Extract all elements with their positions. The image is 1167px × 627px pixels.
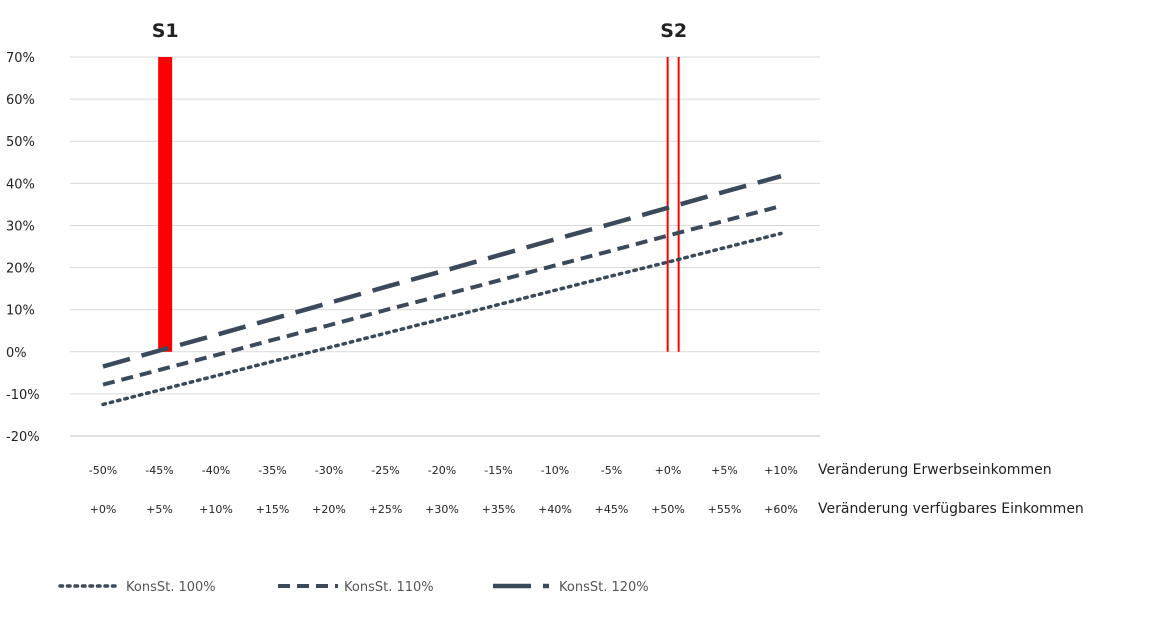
- x-tick-label-erwerb: -15%: [484, 464, 512, 477]
- x-tick-label-erwerb: -50%: [89, 464, 117, 477]
- legend-label: KonsSt. 110%: [344, 580, 434, 595]
- x-tick-label-verfuegbar: +35%: [482, 503, 516, 516]
- x-tick-label-erwerb: -35%: [258, 464, 286, 477]
- x-tick-label-verfuegbar: +40%: [538, 503, 572, 516]
- x-tick-label-verfuegbar: +60%: [764, 503, 798, 516]
- y-tick-label: -10%: [6, 388, 40, 403]
- y-tick-label: 30%: [6, 219, 35, 234]
- x-tick-label-verfuegbar: +30%: [425, 503, 459, 516]
- x-tick-label-erwerb: +10%: [764, 464, 798, 477]
- x-tick-label-verfuegbar: +25%: [369, 503, 403, 516]
- y-tick-label: 70%: [6, 51, 35, 66]
- x-tick-label-verfuegbar: +10%: [199, 503, 233, 516]
- x-tick-label-erwerb: -10%: [541, 464, 569, 477]
- scenario-marker-bar: [158, 57, 173, 352]
- y-axis-ticks: 70% 60% 50% 40% 30% 20% 10% 0% -10% -20%: [6, 51, 40, 445]
- x-axis-ticks: -50% -45% -40% -35% -30% -25% -20% -15% -10% -5% +…: [89, 464, 798, 516]
- x-tick-label-verfuegbar: +5%: [146, 503, 173, 516]
- series-layer: [101, 174, 783, 407]
- scenario-marker-label: S2: [660, 20, 687, 42]
- y-tick-label: 50%: [6, 135, 35, 150]
- x-tick-label-erwerb: -45%: [145, 464, 173, 477]
- legend-label: KonsSt. 120%: [559, 580, 649, 595]
- x-tick-label-verfuegbar: +20%: [312, 503, 346, 516]
- y-tick-label: 20%: [6, 262, 35, 277]
- y-tick-label: 60%: [6, 93, 35, 108]
- y-tick-label: 0%: [6, 346, 27, 361]
- x-tick-label-erwerb: -40%: [202, 464, 230, 477]
- x-tick-label-verfuegbar: +15%: [256, 503, 290, 516]
- x-tick-label-erwerb: -5%: [601, 464, 622, 477]
- x-tick-label-verfuegbar: +55%: [708, 503, 742, 516]
- x-tick-label-verfuegbar: +50%: [651, 503, 685, 516]
- x-tick-label-verfuegbar: +45%: [595, 503, 629, 516]
- x-tick-label-erwerb: +5%: [711, 464, 738, 477]
- x-tick-label-erwerb: -20%: [428, 464, 456, 477]
- scenario-marker-label: S1: [152, 20, 179, 42]
- x-tick-label-erwerb: -25%: [371, 464, 399, 477]
- scenario-markers: S1 S2: [152, 20, 687, 352]
- x-axis-label-erwerbseinkommen: Veränderung Erwerbseinkommen: [818, 462, 1052, 478]
- series-line: [101, 231, 783, 407]
- x-axis-label-verfuegbares-einkommen: Veränderung verfügbares Einkommen: [818, 501, 1084, 517]
- grid-layer: [70, 56, 820, 437]
- legend: KonsSt. 100% KonsSt. 110% KonsSt. 120%: [58, 580, 649, 595]
- series-line: [102, 204, 782, 387]
- x-tick-label-verfuegbar: +0%: [90, 503, 117, 516]
- y-tick-label: 10%: [6, 304, 35, 319]
- series-line: [102, 174, 782, 369]
- y-tick-label: 40%: [6, 177, 35, 192]
- legend-label: KonsSt. 100%: [126, 580, 216, 595]
- y-tick-label: -20%: [6, 430, 40, 445]
- x-tick-label-erwerb: +0%: [655, 464, 682, 477]
- x-tick-label-erwerb: -30%: [315, 464, 343, 477]
